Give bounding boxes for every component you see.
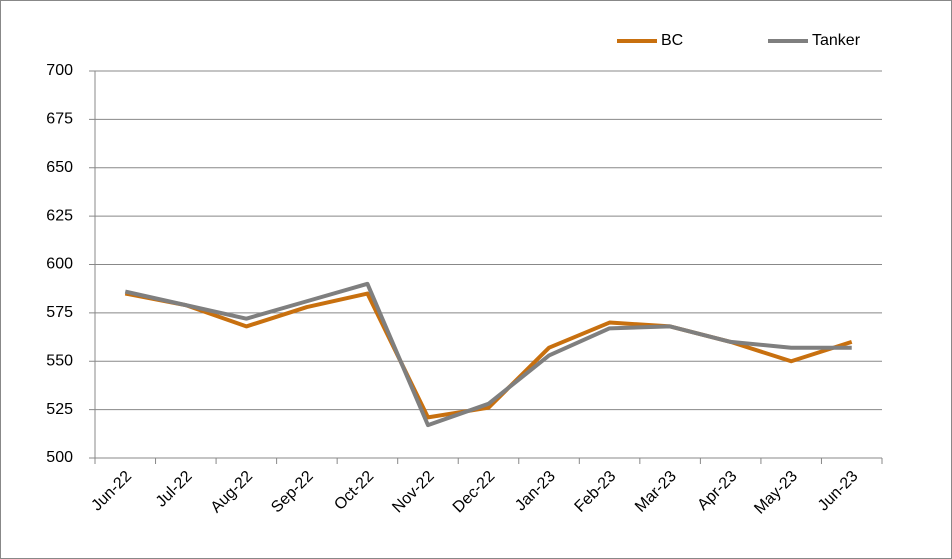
y-tick-label: 675: [46, 111, 73, 128]
y-tick-label: 600: [46, 256, 73, 273]
y-tick-label: 550: [46, 352, 73, 369]
series-line: [124, 281, 852, 428]
y-tick-label: 625: [46, 207, 73, 224]
y-tick-label: 575: [46, 304, 73, 321]
y-tick-label: 500: [46, 449, 73, 466]
legend-label: BC: [661, 32, 683, 49]
legend-label: Tanker: [812, 32, 861, 49]
y-tick-label: 650: [46, 159, 73, 176]
y-tick-label: 525: [46, 401, 73, 418]
y-tick-label: 700: [46, 62, 73, 79]
